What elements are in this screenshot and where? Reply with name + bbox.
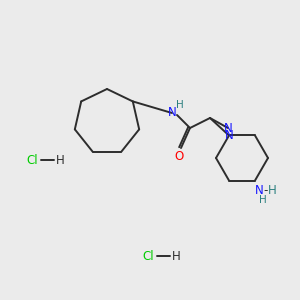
Text: Cl: Cl: [142, 250, 154, 262]
Text: O: O: [174, 149, 184, 163]
Text: H: H: [268, 184, 276, 197]
Text: Cl: Cl: [26, 154, 38, 166]
Text: N: N: [224, 122, 232, 134]
Text: H: H: [176, 100, 184, 110]
Text: -: -: [264, 184, 268, 197]
Text: H: H: [259, 194, 267, 205]
Text: H: H: [172, 250, 180, 262]
Text: N: N: [225, 129, 233, 142]
Text: H: H: [56, 154, 64, 166]
Text: N: N: [168, 106, 176, 119]
Text: N: N: [255, 184, 263, 197]
